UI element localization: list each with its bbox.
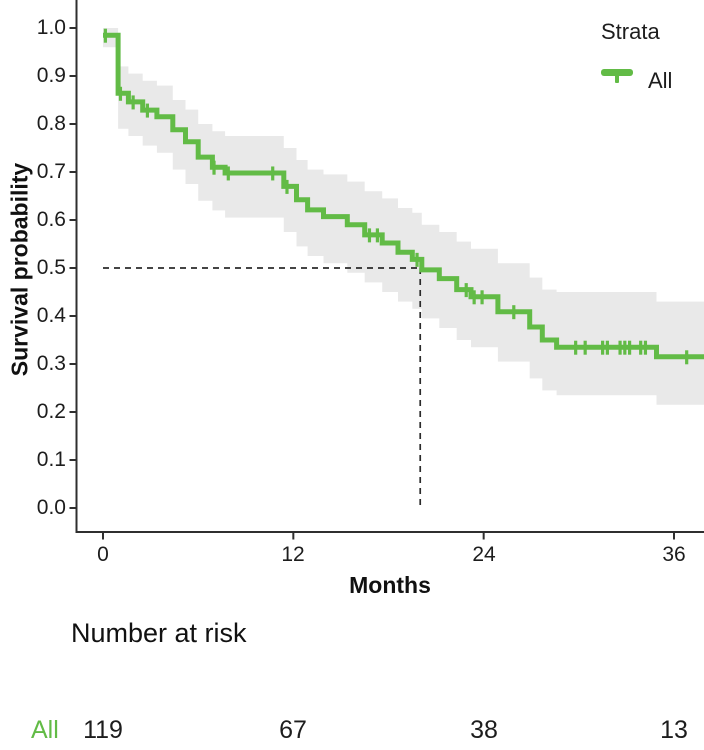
risk-count: 119 [83,716,123,744]
y-tick-label: 0.4 [36,304,66,327]
x-tick-label: 12 [281,543,305,566]
legend-entry-label: All [648,68,673,93]
y-tick-label: 0.0 [36,496,66,519]
x-axis-title: Months [349,572,431,598]
x-tick-label: 24 [472,543,496,566]
y-tick-label: 0.8 [36,112,66,135]
y-tick-label: 0.7 [36,160,66,183]
y-tick-label: 0.5 [36,256,66,279]
x-tick-label: 0 [97,543,109,566]
x-tick-label: 36 [662,543,686,566]
y-tick-label: 0.6 [36,208,66,231]
y-tick-label: 1.0 [36,16,66,39]
risk-count: 38 [470,716,498,744]
legend-title: Strata [601,19,660,44]
survival-curve [103,32,704,360]
risk-table-title: Number at risk [71,618,247,648]
y-tick-label: 0.9 [36,64,66,87]
y-tick-label: 0.1 [36,448,66,471]
confidence-band [103,28,704,405]
km-line-censor-icon [601,67,633,87]
risk-row-label: All [31,716,59,744]
risk-count: 67 [279,716,307,744]
y-tick-label: 0.2 [36,400,66,423]
risk-count: 13 [660,716,688,744]
y-tick-label: 0.3 [36,352,66,375]
